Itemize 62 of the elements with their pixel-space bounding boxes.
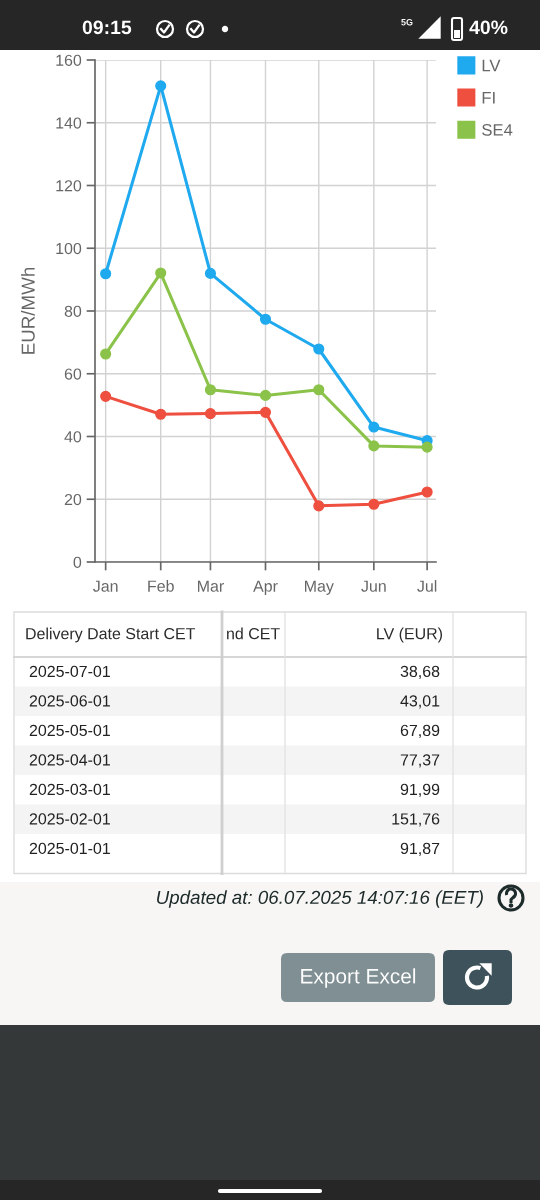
point — [421, 486, 433, 498]
text: 2025-04-01 — [29, 754, 110, 766]
x-tick-label: Apr — [253, 580, 278, 595]
text: 43,01 — [400, 695, 440, 709]
point — [155, 408, 167, 420]
text: Export Excel — [301, 968, 416, 988]
point — [100, 268, 112, 280]
text: 38,68 — [400, 665, 440, 679]
point — [368, 421, 380, 433]
text: 91,99 — [400, 783, 440, 797]
text: 67,89 — [400, 724, 440, 738]
text: 5G — [401, 19, 413, 26]
text: nd CET — [227, 627, 280, 640]
point — [313, 384, 325, 396]
y-tick-label: 160 — [56, 54, 82, 66]
text: 2025-07-01 — [29, 665, 110, 678]
y-tick-label: 40 — [64, 431, 82, 443]
point — [100, 390, 112, 402]
text: Delivery Date Start CET — [26, 627, 196, 643]
text: 91,87 — [400, 842, 440, 856]
point — [100, 348, 112, 360]
point — [259, 406, 272, 418]
point — [204, 267, 216, 279]
x-tick-label: Jan — [93, 580, 118, 592]
text: LV (EUR) — [377, 627, 443, 643]
point — [204, 408, 216, 420]
text: 09:15 — [82, 20, 132, 35]
y-axis-title: EUR/MWh — [21, 267, 35, 354]
legend-label: FI — [482, 91, 495, 104]
x-tick-label: Feb — [148, 580, 174, 592]
x-tick-label: May — [305, 580, 334, 595]
point — [313, 343, 325, 355]
y-tick-label: 140 — [56, 117, 82, 129]
y-tick-label: 20 — [64, 493, 82, 506]
text: 2025-05-01 — [29, 724, 110, 737]
legend-label: LV — [482, 59, 501, 72]
point — [368, 440, 380, 452]
point — [421, 441, 433, 453]
x-tick-label: Jun — [361, 580, 386, 592]
text: 77,37 — [400, 754, 440, 768]
y-tick-label: 60 — [64, 368, 82, 380]
point — [313, 500, 325, 512]
point — [155, 267, 167, 279]
y-tick-label: 80 — [64, 305, 82, 317]
point — [368, 498, 380, 510]
legend-label: SE4 — [482, 123, 513, 136]
point — [259, 313, 272, 325]
text: 2025-01-01 — [29, 842, 110, 855]
point — [204, 384, 216, 396]
x-tick-label: Jul — [417, 580, 437, 592]
text: 40% — [469, 20, 508, 35]
y-tick-label: 0 — [73, 556, 82, 568]
text: Updated at: 06.07.2025 14:07:16 (EET) — [157, 890, 483, 908]
text: 2025-03-01 — [29, 783, 110, 796]
text: 2025-02-01 — [29, 813, 110, 825]
point — [259, 389, 272, 401]
y-tick-label: 100 — [56, 242, 82, 255]
x-tick-label: Mar — [198, 580, 224, 592]
y-tick-label: 120 — [56, 180, 82, 192]
text: 2025-06-01 — [29, 695, 110, 707]
point — [155, 80, 167, 92]
text: 151,76 — [392, 813, 440, 827]
